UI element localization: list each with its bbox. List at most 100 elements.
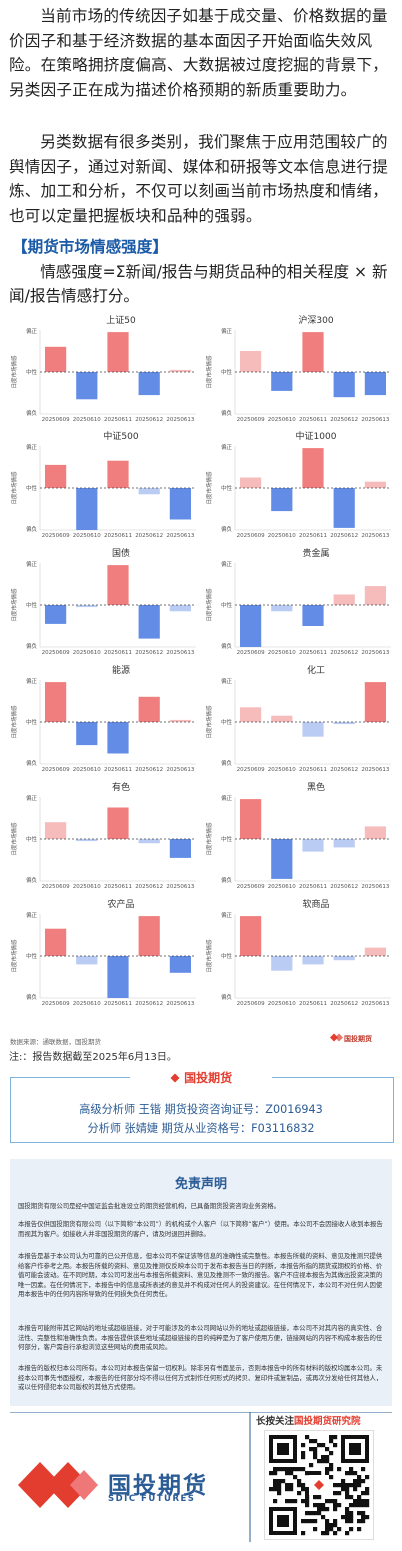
sentiment-bar [302, 332, 324, 372]
sentiment-bar [107, 722, 129, 754]
x-tick-label: 20250613 [166, 650, 194, 656]
sentiment-chart: 有色 偏正 中性 偏负 日度市场情感 20250609 20250610 20250611 20… [10, 780, 202, 897]
x-tick-label: 20250611 [104, 650, 132, 656]
x-tick-label: 20250613 [166, 417, 194, 423]
x-tick-label: 20250609 [42, 884, 70, 890]
chart-title: 软商品 [302, 898, 329, 910]
y-axis-label: 日度市场情感 [205, 939, 213, 973]
y-tick-label: 偏正 [26, 443, 38, 451]
sentiment-bar [302, 722, 324, 737]
x-tick-label: 20250612 [135, 767, 163, 773]
sentiment-bar [107, 807, 129, 839]
sentiment-bar [333, 722, 355, 725]
x-tick-label: 20250612 [330, 884, 358, 890]
disclaimer-paragraph: 本报告是基于本公司认为可靠的已公开信息，但本公司不保证该等信息的准确性或完整性。… [18, 1252, 383, 1298]
sentiment-bar [107, 460, 129, 488]
y-tick-label: 中性 [26, 952, 38, 960]
follow-prefix: 长按关注 [256, 1416, 295, 1427]
sentiment-bar [333, 488, 355, 528]
y-tick-label: 偏正 [221, 794, 233, 802]
x-tick-label: 20250612 [135, 1001, 163, 1007]
footer-logo-en: SDIC FUTURES [108, 1494, 196, 1504]
sentiment-bar [169, 605, 192, 612]
y-axis-label: 日度市场情感 [10, 822, 18, 856]
y-tick-label: 中性 [221, 484, 233, 492]
x-tick-label: 20250610 [73, 417, 101, 423]
sentiment-bar [271, 488, 293, 512]
chart-title: 沪深300 [298, 314, 333, 326]
sentiment-bar [364, 682, 387, 722]
x-tick-label: 20250611 [104, 1001, 132, 1007]
sentiment-bar [239, 916, 262, 956]
sentiment-bar [138, 488, 160, 495]
sentiment-chart: 中证1000 偏正 中性 偏负 日度市场情感 20250609 20250610 202506… [205, 429, 397, 546]
sentiment-bar [239, 605, 262, 647]
sentiment-bar [169, 719, 192, 722]
y-tick-label: 中性 [221, 368, 233, 376]
x-tick-label: 20250611 [104, 884, 132, 890]
y-tick-label: 偏负 [221, 642, 233, 650]
x-tick-label: 20250612 [330, 1001, 358, 1007]
sentiment-bar [302, 448, 324, 488]
sentiment-bar [76, 722, 98, 746]
x-tick-label: 20250612 [330, 417, 358, 423]
y-tick-label: 偏负 [221, 993, 233, 1001]
x-tick-label: 20250611 [299, 417, 327, 423]
x-tick-label: 20250609 [237, 884, 265, 890]
disclaimer-title: 免责声明 [174, 1177, 227, 1192]
chart-title: 上证50 [106, 315, 136, 326]
x-tick-label: 20250611 [299, 533, 327, 539]
sentiment-bar [271, 839, 293, 879]
x-tick-label: 20250613 [361, 650, 389, 656]
y-tick-label: 偏正 [221, 677, 233, 685]
x-tick-label: 20250612 [135, 650, 163, 656]
sentiment-bar [364, 826, 387, 839]
sentiment-bar [239, 707, 262, 722]
sentiment-bar [271, 372, 293, 391]
sentiment-bar [44, 682, 67, 722]
x-tick-label: 20250611 [104, 767, 132, 773]
y-tick-label: 偏正 [221, 327, 233, 335]
sentiment-bar [138, 605, 160, 639]
data-source: 数据来源：通联数据，国投期货 [10, 1038, 101, 1046]
x-tick-label: 20250611 [299, 884, 327, 890]
sentiment-bar [76, 372, 98, 400]
sentiment-bar [239, 799, 262, 839]
x-tick-label: 20250611 [299, 650, 327, 656]
x-tick-label: 20250611 [104, 417, 132, 423]
y-tick-label: 偏负 [26, 409, 38, 417]
x-tick-label: 20250609 [237, 533, 265, 539]
x-tick-label: 20250609 [237, 1001, 265, 1007]
qr-code[interactable] [264, 1430, 374, 1540]
sentiment-bar [364, 586, 387, 605]
y-tick-label: 偏正 [26, 794, 38, 802]
x-tick-label: 20250610 [73, 767, 101, 773]
sentiment-chart: 中证500 偏正 中性 偏负 日度市场情感 20250609 20250610 2025061… [10, 429, 202, 546]
y-tick-label: 偏负 [26, 759, 38, 767]
x-tick-label: 20250609 [42, 533, 70, 539]
sentiment-bar [138, 696, 160, 722]
y-tick-label: 中性 [26, 601, 38, 609]
x-tick-label: 20250609 [237, 417, 265, 423]
analyst-line-1: 高级分析师 王锴 期货投资咨询证号：Z0016943 [79, 1103, 323, 1116]
sentiment-chart: 化工 偏正 中性 偏负 日度市场情感 20250609 20250610 20250611 20… [205, 663, 397, 780]
x-tick-label: 20250610 [268, 884, 296, 890]
sentiment-bar [364, 372, 387, 396]
x-tick-label: 20250609 [237, 767, 265, 773]
follow-account-name: 国投期货研究院 [294, 1416, 361, 1427]
qr-code-icon [269, 1435, 370, 1536]
sentiment-bar [44, 605, 67, 624]
x-tick-label: 20250613 [166, 884, 194, 890]
y-tick-label: 偏正 [26, 560, 38, 568]
x-tick-label: 20250609 [42, 1001, 70, 1007]
sentiment-bar [333, 594, 355, 605]
y-axis-label: 日度市场情感 [205, 705, 213, 739]
sentiment-bar [44, 928, 67, 956]
